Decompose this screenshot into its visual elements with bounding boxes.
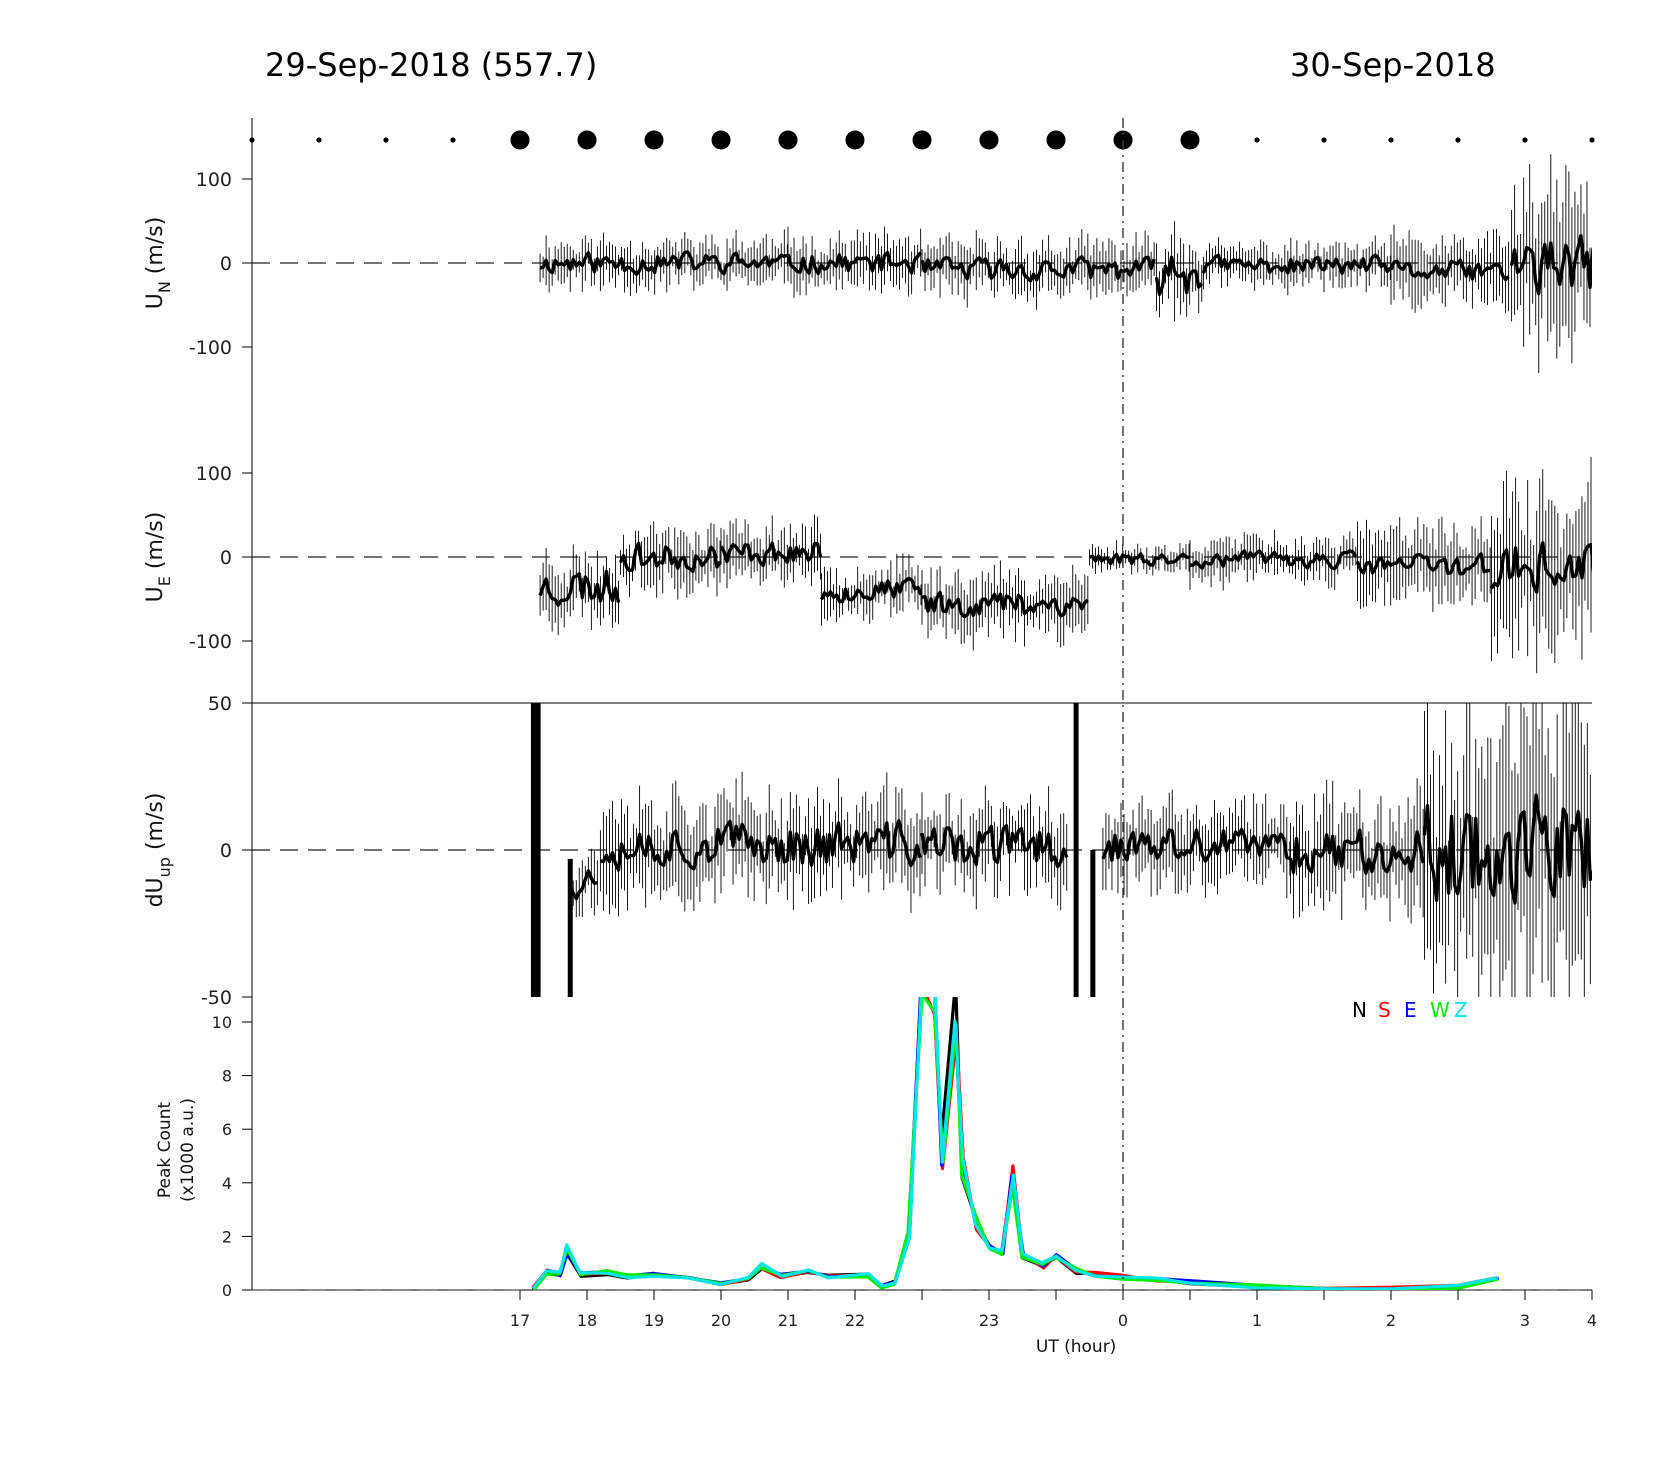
legend-entry: N [1352, 998, 1367, 1022]
y-tick-label: -100 [189, 337, 232, 359]
count-series-S [531, 997, 1498, 1290]
y-tick-label: 100 [196, 463, 232, 485]
moon-marker [1522, 137, 1528, 143]
y-tick-label: 10 [212, 1013, 232, 1032]
east-wind-panel: -100 0 100 UE (m/s) [143, 410, 1592, 703]
wind-series-line [538, 569, 621, 607]
count-series-Z [532, 997, 1498, 1290]
wind-series-line [1422, 793, 1592, 905]
y-tick-label: 0 [220, 840, 232, 862]
wind-series-line [1355, 552, 1491, 576]
y-axis-label: UN (m/s) [143, 217, 174, 310]
series-group [539, 154, 1592, 373]
wind-series-line [1088, 552, 1190, 567]
wind-series-line [1288, 828, 1425, 875]
moon-marker [316, 137, 322, 143]
x-tick-label: 3 [1520, 1311, 1530, 1330]
x-tick-label: 23 [979, 1311, 999, 1330]
vertical-wind-panel: -50 0 50 dUup (m/s) [143, 693, 1592, 1009]
wind-series-line [1189, 549, 1358, 571]
y-axis-label: UE (m/s) [143, 512, 174, 603]
moon-phase-row [249, 130, 1595, 150]
moon-marker [1455, 137, 1461, 143]
moon-marker [450, 137, 456, 143]
moon-marker [1180, 130, 1200, 150]
y-tick-label: 8 [222, 1067, 232, 1086]
y-axis-label-units: (x1000 a.u.) [178, 1098, 198, 1202]
moon-marker [1388, 137, 1394, 143]
y-tick-label: 0 [220, 547, 232, 569]
count-series-E [532, 997, 1499, 1290]
moon-marker [1321, 137, 1327, 143]
wind-series-line [618, 541, 722, 574]
y-tick-label: 0 [220, 253, 232, 275]
y-axis-label: Peak Count [155, 1102, 175, 1199]
count-series-N [531, 997, 1499, 1290]
wind-series-line [539, 250, 788, 276]
y-tick-label: 2 [222, 1227, 232, 1246]
right-date-title: 30-Sep-2018 [1290, 46, 1496, 84]
legend-entry: S [1378, 998, 1391, 1022]
y-tick-label: 0 [222, 1281, 232, 1300]
wind-series-line [1154, 255, 1204, 296]
x-tick-label: 2 [1386, 1311, 1396, 1330]
x-tick-label: 20 [711, 1311, 731, 1330]
moon-marker [1589, 137, 1595, 143]
legend-entry: Z [1454, 998, 1468, 1022]
y-tick-label: 50 [208, 693, 232, 715]
legend-entry: W [1430, 998, 1450, 1022]
wind-series-line [1101, 827, 1291, 863]
left-date-title: 29-Sep-2018 (557.7) [265, 46, 597, 84]
y-tick-label: -100 [189, 631, 232, 653]
x-tick-label: 17 [510, 1311, 530, 1330]
moon-marker [577, 130, 597, 150]
y-tick-label: 100 [196, 169, 232, 191]
x-tick-label: 22 [845, 1311, 865, 1330]
y-tick-label: 4 [222, 1174, 232, 1193]
wind-series-line [786, 250, 923, 276]
y-tick-label: -50 [201, 987, 232, 1009]
moon-marker [979, 130, 999, 150]
wind-series-line [920, 255, 1156, 283]
y-tick-label: 6 [222, 1120, 232, 1139]
x-tick-label: 21 [778, 1311, 798, 1330]
wind-series-line [1509, 233, 1592, 296]
moon-marker [912, 130, 932, 150]
moon-marker [778, 130, 798, 150]
wind-series-line [1490, 541, 1592, 594]
x-tick-label: 4 [1587, 1311, 1597, 1330]
moon-marker [711, 130, 731, 150]
wind-series-line [719, 541, 823, 568]
x-tick-label: 18 [577, 1311, 597, 1330]
series-group [538, 456, 1592, 674]
wind-series-line [920, 824, 1069, 869]
wind-series-line [1389, 258, 1510, 282]
series-group [530, 703, 1592, 997]
x-axis-label: UT (hour) [1036, 1337, 1116, 1357]
north-wind-panel: -100 0 100 UN (m/s) [143, 118, 1592, 410]
wind-series-line [568, 869, 598, 901]
moon-marker [644, 130, 664, 150]
wind-series-line [600, 819, 922, 872]
count-series-W [532, 997, 1499, 1290]
legend-entry: E [1404, 998, 1417, 1022]
x-tick-label: 0 [1118, 1311, 1128, 1330]
moon-marker [1254, 137, 1260, 143]
moon-marker [1046, 130, 1066, 150]
wind-series-line [921, 590, 1089, 619]
wind-series-line [819, 576, 923, 604]
moon-marker [510, 130, 530, 150]
moon-marker [383, 137, 389, 143]
moon-marker [845, 130, 865, 150]
x-tick-label: 1 [1252, 1311, 1262, 1330]
y-axis-label: dUup (m/s) [143, 793, 174, 908]
series-group [531, 997, 1499, 1290]
x-tick-label: 19 [644, 1311, 664, 1330]
wind-series-line [1201, 253, 1392, 275]
